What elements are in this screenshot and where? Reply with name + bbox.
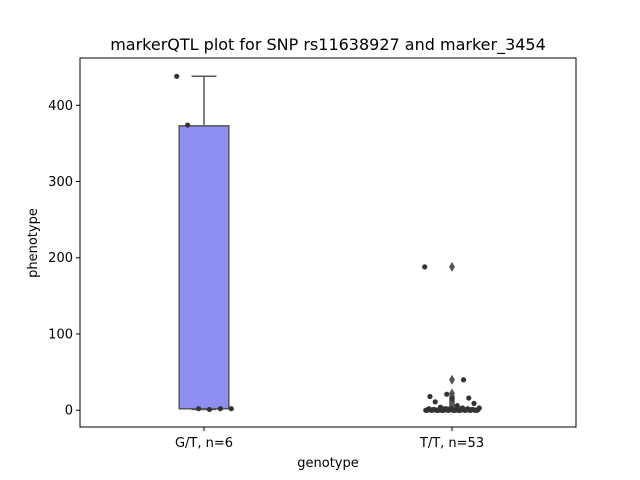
data-point: [433, 407, 439, 413]
y-tick-label: 400: [48, 99, 73, 114]
data-point: [228, 406, 234, 412]
y-axis-label: phenotype: [26, 208, 41, 278]
data-point: [206, 406, 213, 413]
outlier-marker: [449, 374, 455, 385]
x-axis-label: genotype: [297, 456, 358, 471]
data-point: [445, 407, 451, 413]
data-point: [467, 407, 473, 413]
data-point: [466, 395, 472, 401]
chart-title: markerQTL plot for SNP rs11638927 and ma…: [110, 35, 546, 55]
data-point: [450, 407, 456, 413]
data-point: [471, 400, 477, 406]
data-point: [455, 407, 461, 413]
data-point: [449, 396, 455, 402]
data-point: [217, 406, 223, 412]
data-point: [195, 406, 202, 412]
data-point: [428, 407, 434, 413]
y-tick-label: 300: [48, 175, 73, 190]
data-point: [438, 407, 445, 413]
x-tick-label: T/T, n=53: [419, 436, 484, 451]
data-point: [444, 391, 450, 397]
box-iqr: [178, 125, 230, 410]
data-point: [422, 264, 428, 270]
data-point: [461, 407, 468, 413]
outlier-marker: [449, 261, 455, 272]
y-axis: 0 100 200 300 400: [48, 99, 80, 419]
plot-area-frame: [79, 57, 577, 428]
data-point: [423, 407, 429, 413]
data-point: [185, 122, 191, 128]
x-tick-label: G/T, n=6: [175, 436, 233, 451]
data-point: [472, 407, 478, 413]
x-axis: G/T, n=6 T/T, n=53: [175, 427, 484, 451]
data-point: [432, 399, 438, 405]
y-tick-label: 200: [48, 251, 73, 266]
points-layer: [174, 73, 482, 413]
boxes-layer: [178, 75, 478, 411]
y-tick-label: 0: [65, 404, 73, 419]
data-point: [460, 377, 467, 383]
data-point: [427, 393, 433, 400]
y-tick-label: 100: [48, 327, 73, 342]
data-point: [174, 73, 180, 79]
